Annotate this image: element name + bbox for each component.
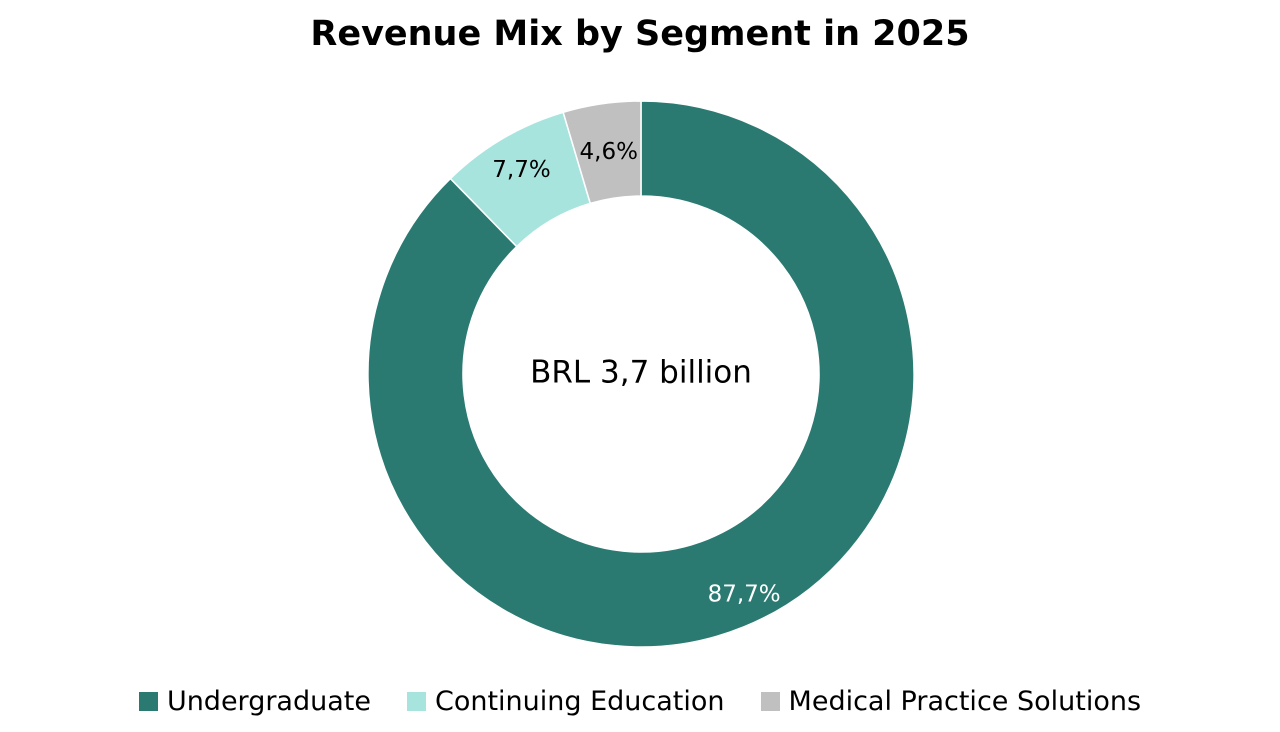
legend-label: Medical Practice Solutions (788, 686, 1142, 717)
legend-swatch (406, 692, 426, 711)
slice-medical-practice-solutions (562, 100, 642, 205)
legend-item-medical-practice-solutions: Medical Practice Solutions (760, 686, 1142, 717)
donut-slices (367, 100, 915, 648)
data-label-continuing-education: 7,7% (492, 157, 550, 183)
legend-swatch (138, 692, 158, 711)
legend-label: Continuing Education (434, 686, 725, 717)
slice-data-labels: 87,7% 7,7% 4,6% (492, 139, 780, 608)
slice-undergraduate (367, 100, 915, 648)
data-label-undergraduate: 87,7% (708, 582, 781, 608)
chart-title: Revenue Mix by Segment in 2025 (310, 14, 970, 54)
legend-label: Undergraduate (166, 686, 371, 717)
legend-item-continuing-education: Continuing Education (406, 686, 725, 717)
legend-item-undergraduate: Undergraduate (138, 686, 371, 717)
data-label-medical-practice-solutions: 4,6% (580, 139, 638, 165)
legend-swatch (760, 692, 780, 711)
chart-legend: Undergraduate Continuing Education Medical… (0, 686, 1280, 717)
center-total-label: BRL 3,7 billion (530, 355, 752, 391)
